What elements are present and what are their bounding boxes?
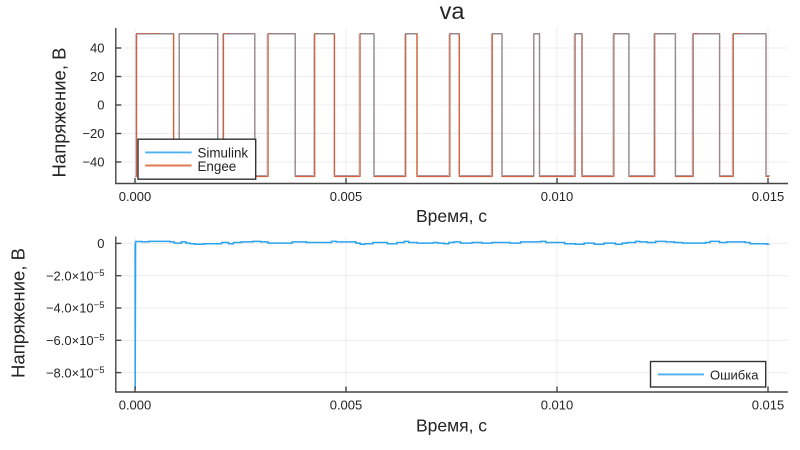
svg-text:0.015: 0.015 bbox=[752, 397, 785, 412]
svg-text:Engee: Engee bbox=[198, 159, 237, 174]
svg-text:0.010: 0.010 bbox=[541, 189, 574, 204]
svg-text:0.015: 0.015 bbox=[752, 189, 785, 204]
svg-text:0.000: 0.000 bbox=[119, 397, 152, 412]
svg-text:20: 20 bbox=[90, 69, 104, 84]
svg-text:−20: −20 bbox=[82, 126, 104, 141]
svg-text:Напряжение, В: Напряжение, В bbox=[8, 248, 29, 378]
svg-text:−40: −40 bbox=[82, 155, 104, 170]
svg-text:−2.0×10−5: −2.0×10−5 bbox=[46, 268, 105, 284]
svg-text:0.005: 0.005 bbox=[330, 189, 363, 204]
svg-text:0: 0 bbox=[97, 98, 104, 113]
svg-text:0.000: 0.000 bbox=[119, 189, 152, 204]
svg-text:Время, с: Время, с bbox=[416, 206, 487, 226]
svg-text:va: va bbox=[440, 0, 466, 24]
svg-text:−8.0×10−5: −8.0×10−5 bbox=[46, 365, 105, 381]
svg-text:Ошибка: Ошибка bbox=[710, 367, 759, 382]
svg-text:−4.0×10−5: −4.0×10−5 bbox=[46, 300, 105, 316]
svg-text:−6.0×10−5: −6.0×10−5 bbox=[46, 333, 105, 349]
svg-text:0.010: 0.010 bbox=[541, 397, 574, 412]
svg-text:40: 40 bbox=[90, 41, 104, 56]
svg-text:Simulink: Simulink bbox=[198, 145, 249, 160]
svg-text:0.005: 0.005 bbox=[330, 397, 363, 412]
svg-text:Время, с: Время, с bbox=[416, 416, 487, 436]
svg-text:Напряжение, В: Напряжение, В bbox=[48, 48, 69, 178]
svg-text:0: 0 bbox=[97, 236, 104, 251]
